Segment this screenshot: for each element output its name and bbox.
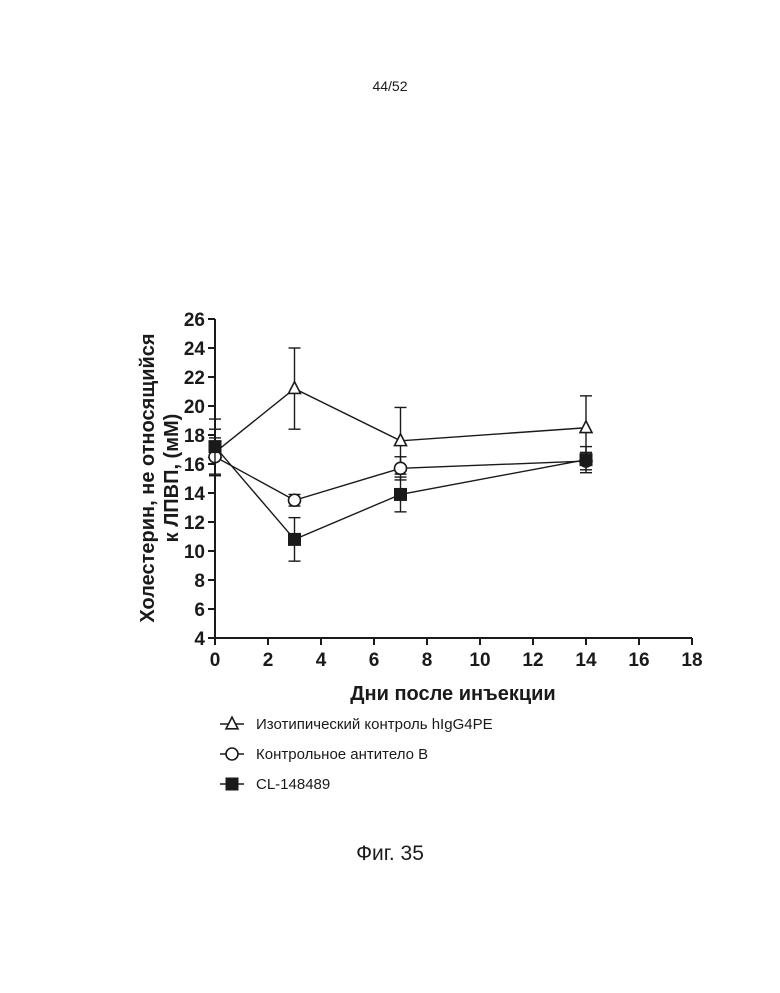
legend-marker-icon	[226, 778, 238, 790]
y-axis-title-line-1: Холестерин, не относящийся	[137, 333, 159, 622]
y-tick-label: 18	[184, 426, 205, 447]
x-tick-label: 12	[522, 650, 543, 671]
y-tick-label: 24	[184, 339, 206, 360]
x-tick-label: 6	[369, 650, 380, 671]
legend-item: Изотипический контроль hIgG4PE	[220, 716, 493, 733]
data-point	[289, 382, 301, 394]
data-point	[289, 533, 301, 545]
y-tick-label: 20	[184, 397, 205, 418]
figure-caption: Фиг. 35	[0, 842, 780, 866]
legend-label: CL-148489	[256, 776, 330, 793]
data-point	[209, 441, 221, 453]
x-tick-label: 0	[210, 650, 221, 671]
data-point	[395, 434, 407, 446]
data-point	[289, 494, 301, 506]
y-tick-label: 10	[184, 542, 205, 563]
y-axis-title-line-2: к ЛПВП, (мМ)	[161, 414, 183, 543]
y-tick-label: 12	[184, 513, 205, 534]
x-tick-label: 2	[263, 650, 274, 671]
data-point	[395, 488, 407, 500]
y-tick-label: 22	[184, 368, 205, 389]
legend-item: Контрольное антитело B	[220, 746, 428, 763]
x-tick-label: 4	[316, 650, 327, 671]
x-tick-label: 18	[681, 650, 702, 671]
legend-label: Изотипический контроль hIgG4PE	[256, 716, 493, 733]
x-tick-label: 8	[422, 650, 433, 671]
chart-series	[209, 348, 592, 561]
y-tick-label: 6	[194, 600, 205, 621]
legend-item: CL-148489	[220, 776, 330, 793]
chart-ticks: 468101214161820222426024681012141618	[184, 310, 703, 671]
y-axis-title: Холестерин, не относящийся к ЛПВП, (мМ)	[137, 333, 183, 622]
legend-label: Контрольное антитело B	[256, 746, 428, 763]
x-tick-label: 10	[469, 650, 490, 671]
x-axis-title: Дни после инъекции	[350, 683, 555, 705]
data-point	[395, 462, 407, 474]
chart-axes	[215, 319, 692, 638]
data-point	[580, 454, 592, 466]
x-tick-label: 16	[628, 650, 649, 671]
y-tick-label: 14	[184, 484, 206, 505]
y-tick-label: 16	[184, 455, 205, 476]
x-tick-label: 14	[575, 650, 597, 671]
legend-marker-icon	[226, 748, 238, 760]
y-tick-label: 4	[194, 629, 205, 650]
legend-marker-icon	[226, 717, 238, 729]
data-point	[580, 421, 592, 433]
y-tick-label: 8	[194, 571, 205, 592]
legend: Изотипический контроль hIgG4PE Контрольно…	[220, 716, 493, 793]
y-tick-label: 26	[184, 310, 205, 331]
